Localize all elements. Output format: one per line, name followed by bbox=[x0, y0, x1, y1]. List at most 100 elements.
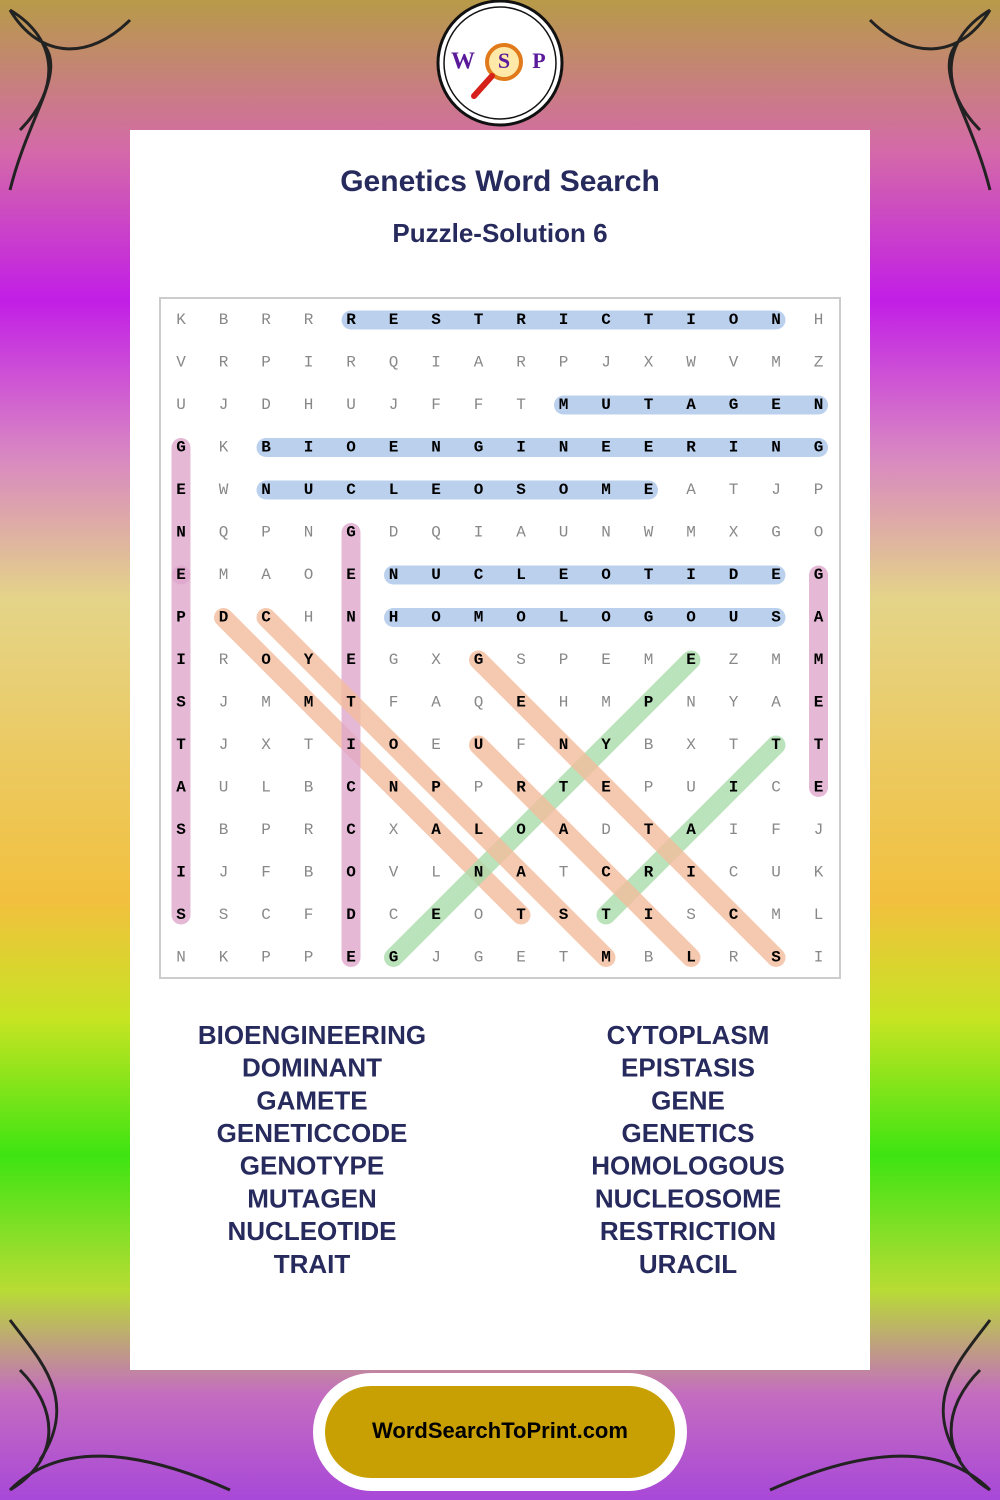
grid-letter: Z bbox=[814, 354, 824, 372]
grid-letter: G bbox=[389, 651, 399, 669]
grid-letter: M bbox=[644, 651, 654, 669]
grid-letter: E bbox=[431, 906, 441, 924]
highlights bbox=[171, 310, 828, 967]
grid-letter: T bbox=[814, 736, 824, 754]
word-list-item: URACIL bbox=[639, 1249, 737, 1279]
footer-button[interactable] bbox=[325, 1386, 675, 1478]
grid-letter: J bbox=[219, 736, 229, 754]
grid-letter: I bbox=[729, 439, 739, 457]
word-list-item: TRAIT bbox=[274, 1249, 351, 1279]
footer-site[interactable]: WordSearchToPrint.com bbox=[372, 1418, 628, 1443]
grid-letter: C bbox=[729, 864, 739, 882]
grid-letter: W bbox=[644, 524, 654, 542]
grid-letter: N bbox=[474, 864, 484, 882]
grid-letter: H bbox=[304, 396, 314, 414]
grid-letter: S bbox=[559, 906, 569, 924]
grid-letter: E bbox=[389, 311, 399, 329]
grid-letter: O bbox=[261, 651, 271, 669]
grid-letter: A bbox=[516, 524, 526, 542]
word-list-item: RESTRICTION bbox=[600, 1216, 776, 1246]
grid-letter: S bbox=[176, 821, 186, 839]
grid-letter: B bbox=[644, 949, 654, 967]
word-highlight bbox=[256, 608, 616, 967]
grid-letter: P bbox=[644, 779, 654, 797]
grid-letter: R bbox=[219, 651, 229, 669]
grid-letter: W bbox=[686, 354, 696, 372]
grid-letter: D bbox=[346, 906, 356, 924]
grid-letter: A bbox=[559, 821, 569, 839]
grid-letter: R bbox=[346, 354, 356, 372]
grid-letter: N bbox=[176, 524, 186, 542]
grid-letter: L bbox=[559, 609, 569, 627]
grid-letter: T bbox=[771, 736, 781, 754]
grid-letter: B bbox=[304, 779, 314, 797]
grid-letter: M bbox=[474, 609, 484, 627]
grid-letter: I bbox=[474, 524, 484, 542]
grid-letter: V bbox=[729, 354, 739, 372]
grid-letter: G bbox=[474, 949, 484, 967]
grid-letter: I bbox=[686, 864, 696, 882]
grid-letter: N bbox=[814, 396, 824, 414]
grid-letter: A bbox=[431, 694, 441, 712]
grid-letter: F bbox=[389, 694, 399, 712]
grid-letter: X bbox=[644, 354, 654, 372]
grid-letter: H bbox=[814, 311, 824, 329]
grid-letter: E bbox=[431, 736, 441, 754]
grid-letter: T bbox=[559, 864, 569, 882]
grid-letter: T bbox=[516, 396, 526, 414]
grid-letter: E bbox=[601, 439, 611, 457]
grid-letter: U bbox=[304, 481, 314, 499]
grid-letter: G bbox=[644, 609, 654, 627]
grid-letter: O bbox=[516, 609, 526, 627]
grid-letter: K bbox=[219, 439, 229, 457]
grid-letter: E bbox=[644, 439, 654, 457]
grid-letter: U bbox=[559, 524, 569, 542]
grid-letter: F bbox=[261, 864, 271, 882]
grid-letter: L bbox=[261, 779, 271, 797]
grid-letter: P bbox=[814, 481, 824, 499]
grid-letter: O bbox=[474, 906, 484, 924]
grid-letter: I bbox=[431, 354, 441, 372]
grid-letter: T bbox=[559, 779, 569, 797]
grid-letter: T bbox=[176, 736, 186, 754]
grid-letter: X bbox=[686, 736, 696, 754]
word-list-item: EPISTASIS bbox=[621, 1053, 755, 1083]
grid-letter: U bbox=[474, 736, 484, 754]
grid-letter: J bbox=[814, 821, 824, 839]
grid-letter: G bbox=[389, 949, 399, 967]
grid-letter: G bbox=[346, 524, 356, 542]
grid-letter: T bbox=[644, 396, 654, 414]
grid-letter: C bbox=[261, 906, 271, 924]
grid-letter: F bbox=[516, 736, 526, 754]
grid-letter: U bbox=[346, 396, 356, 414]
grid-letter: E bbox=[346, 949, 356, 967]
grid-letter: H bbox=[389, 609, 399, 627]
grid-letter: S bbox=[686, 906, 696, 924]
grid-letter: O bbox=[729, 311, 739, 329]
grid-letter: Y bbox=[601, 736, 611, 754]
word-list-item: NUCLEOTIDE bbox=[228, 1216, 397, 1246]
grid-letter: A bbox=[686, 481, 696, 499]
grid-letter: L bbox=[431, 864, 441, 882]
grid-letter: E bbox=[176, 481, 186, 499]
grid-letter: Q bbox=[431, 524, 441, 542]
word-list-item: HOMOLOGOUS bbox=[591, 1151, 785, 1181]
grid-letter: C bbox=[346, 481, 356, 499]
grid-letter: E bbox=[389, 439, 399, 457]
grid-letter: A bbox=[431, 821, 441, 839]
grid-letter: T bbox=[601, 906, 611, 924]
grid-letter: F bbox=[771, 821, 781, 839]
grid-letter: I bbox=[686, 311, 696, 329]
grid-letter: C bbox=[601, 311, 611, 329]
grid-letter: R bbox=[304, 821, 314, 839]
grid-letter: J bbox=[219, 864, 229, 882]
grid-letter: B bbox=[219, 821, 229, 839]
grid-letter: C bbox=[771, 779, 781, 797]
corner-ornaments bbox=[8, 8, 992, 1492]
grid-letter: I bbox=[304, 354, 314, 372]
grid-letter: E bbox=[346, 651, 356, 669]
grid-letter: J bbox=[219, 694, 229, 712]
grid-letter: S bbox=[771, 609, 781, 627]
grid-letter: R bbox=[644, 864, 654, 882]
